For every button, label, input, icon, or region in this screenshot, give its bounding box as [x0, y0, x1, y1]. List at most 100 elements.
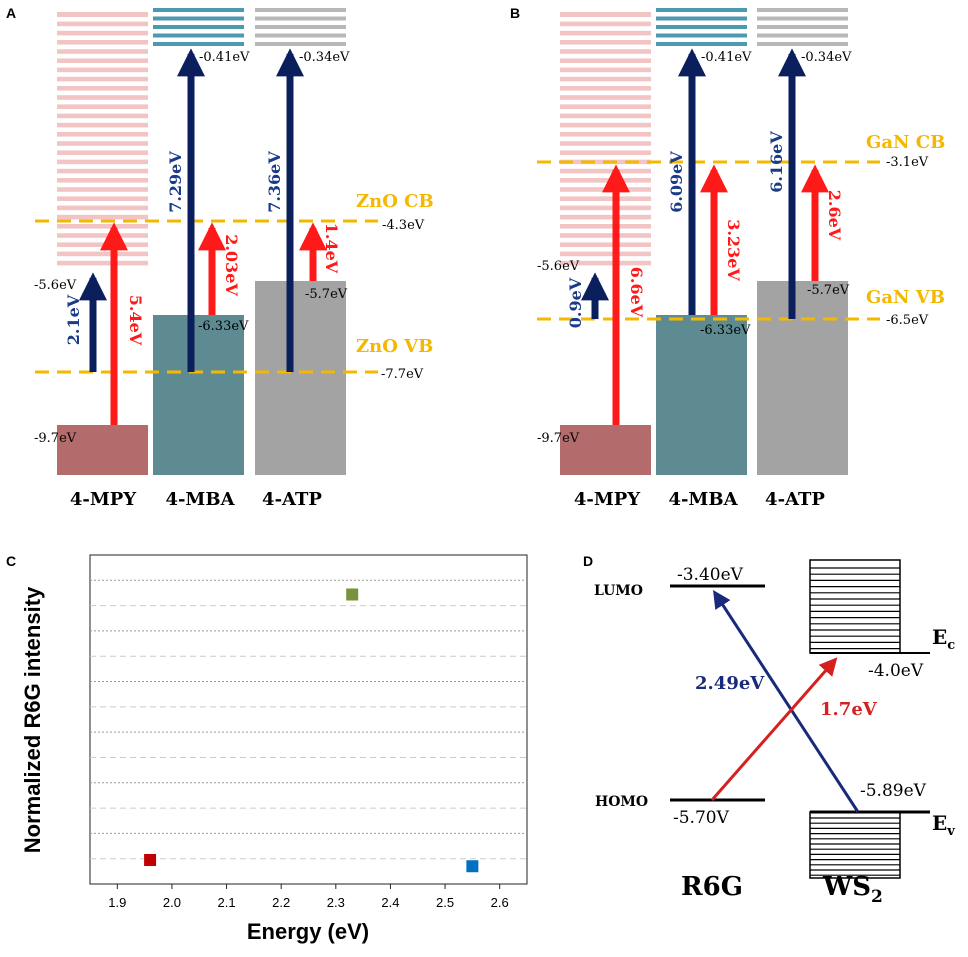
mpy-band-gap-line [57, 237, 148, 243]
chart-point-red [144, 853, 157, 866]
mpy-band-gap-line [57, 81, 148, 86]
mpy-band-gap-line [560, 99, 651, 105]
gan-cb-value: -3.1eV [886, 155, 929, 170]
chart-x-tick-label: 1.9 [108, 895, 126, 910]
mpy-band-gap-line [57, 44, 148, 50]
chart-x-tick-label: 2.0 [163, 895, 181, 910]
mpy-band-gap-line [57, 164, 148, 169]
atp-band-line [757, 8, 848, 12]
red-transition-arrow [710, 657, 838, 801]
mpy-band-gap-line [560, 173, 651, 178]
atp-homo-value: -5.7eV [305, 287, 348, 302]
mpy-band-gap-line [57, 72, 148, 77]
atp-homo-value-b: -5.7eV [807, 283, 850, 298]
mpy-band-gap-line [57, 63, 148, 68]
mpy-band-gap-line [560, 182, 651, 188]
mba-band-line [153, 16, 244, 21]
mpy-band-gap-line [560, 53, 651, 59]
chart-y-axis-label: Normalized R6G intensity [20, 586, 45, 853]
ws2-cb-box [809, 559, 901, 654]
mpy-band-gap-line [57, 26, 148, 31]
blue-transition-arrow [713, 589, 860, 813]
mpy-band-gap-line [57, 145, 148, 151]
mpy-band-gap-line [560, 265, 651, 270]
mpy-band-gap-line [57, 173, 148, 178]
chart-x-tick-label: 2.3 [327, 895, 345, 910]
mba-homo-block [153, 315, 244, 475]
mpy-band-gap-line [57, 99, 148, 105]
chart-point-green [346, 588, 359, 601]
mpy-band-gap-line [560, 247, 651, 252]
mpy-band-gap-line [560, 145, 651, 151]
homo-label: HOMO [595, 794, 648, 810]
mpy-band-gap-line [560, 26, 651, 31]
atp-band-line [255, 8, 346, 12]
r6g-label: R6G [681, 872, 743, 902]
mpy-band-gap-line [57, 210, 148, 215]
mba-band-line [656, 25, 747, 29]
mpy-band-gap-line [57, 256, 148, 261]
mol-label-atp-b: 4-ATP [765, 489, 825, 510]
mba-band-line [153, 33, 244, 38]
ec-value: -4.0eV [868, 661, 924, 681]
ws2-conduction-band [809, 559, 901, 654]
mpy-band-gap-line [560, 191, 651, 197]
mpy-band-gap-line [57, 90, 148, 96]
lumo-value: -3.40eV [677, 565, 744, 585]
mpy-band-gap-line [560, 256, 651, 261]
mpy-red-label-b: 6.6eV [627, 267, 646, 318]
mol-label-mpy: 4-MPY [70, 489, 137, 510]
panel-b: B 0.9eV 6.6eV 6.09eV 3.23eV 6.16eV 2.6eV… [510, 5, 945, 510]
mpy-band-gap-line [560, 155, 651, 160]
atp-band-line [255, 16, 346, 21]
mpy-lumo-value: -5.6eV [34, 278, 77, 293]
mpy-band-gap-line [560, 136, 651, 142]
chart-x-tick-label: 2.1 [218, 895, 236, 910]
ev-value: -5.89eV [860, 781, 927, 801]
mpy-band-gap-line [560, 63, 651, 68]
panel-c: C 1.9 2.0 2.1 2.2 2.3 2.4 2.5 2.6 Energy (eV) N… [6, 553, 528, 944]
homo-value: -5.70V [673, 808, 730, 828]
mpy-band-gap-line [57, 191, 148, 197]
mba-blue-label-b: 6.09eV [667, 151, 686, 213]
ws2-label: WS2 [822, 872, 883, 907]
mba-homo-block-b [656, 315, 747, 475]
chart-x-tick-label: 2.5 [436, 895, 454, 910]
mba-red-label: 2.03eV [222, 234, 241, 296]
chart-points [144, 588, 479, 873]
mpy-band-gap-line [560, 72, 651, 77]
mpy-band-gap-line [57, 127, 148, 132]
mpy-band-gap-line [560, 90, 651, 96]
mpy-lumo-value-b: -5.6eV [537, 259, 580, 274]
atp-lumo-value: -0.34eV [299, 50, 350, 65]
atp-red-label: 1.4eV [322, 223, 341, 274]
mba-band-line [153, 8, 244, 12]
atp-blue-label: 7.36eV [265, 151, 284, 213]
mpy-lumo-band [57, 12, 148, 270]
panel-d: D LUMO HOMO -3.40eV -5.70V Ec Ev -4.0eV … [583, 553, 955, 907]
atp-blue-label-b: 6.16eV [767, 131, 786, 193]
mpy-band-gap-line [57, 155, 148, 160]
mba-band-line [656, 16, 747, 21]
mpy-red-label: 5.4eV [126, 295, 145, 346]
chart-gridlines [90, 579, 527, 860]
mpy-homo-value: -9.7eV [34, 431, 77, 446]
mpy-band-gap-line [560, 35, 651, 40]
mpy-band-gap-line [560, 237, 651, 243]
zno-vb-label: ZnO VB [356, 336, 433, 357]
mba-lumo-band [153, 8, 244, 46]
chart-x-tick-label: 2.2 [272, 895, 290, 910]
atp-lumo-value-b: -0.34eV [801, 50, 852, 65]
atp-band-line [255, 33, 346, 38]
chart-x-tick-label: 2.6 [491, 895, 509, 910]
mpy-band-gap-line [560, 201, 651, 206]
lumo-label: LUMO [594, 583, 643, 599]
gan-vb-label: GaN VB [866, 287, 945, 308]
zno-cb-value: -4.3eV [382, 218, 425, 233]
mpy-band-gap-line [560, 219, 651, 224]
mpy-band-gap-line [560, 109, 651, 114]
atp-homo-block-b [757, 281, 848, 475]
mpy-homo-block [57, 425, 148, 475]
ev-label: Ev [932, 811, 955, 839]
mpy-lumo-band-b [560, 12, 651, 270]
